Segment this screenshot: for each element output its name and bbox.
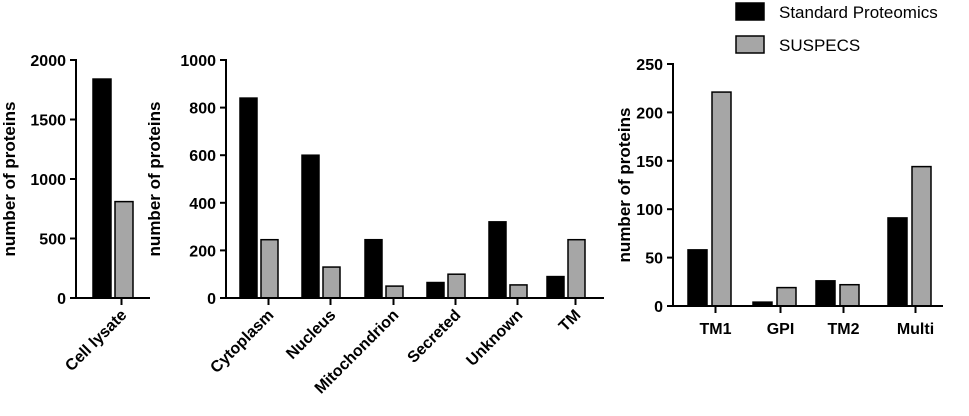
bar-suspecs-tm2 bbox=[839, 283, 860, 307]
y-tick-label: 100 bbox=[636, 202, 663, 219]
y-tick-label: 250 bbox=[636, 57, 663, 74]
y-axis-label: number of proteins bbox=[615, 108, 634, 263]
x-tick-label: TM1 bbox=[700, 321, 732, 338]
bar-standard-proteomics-mitochondrion bbox=[364, 238, 383, 299]
y-tick-label: 800 bbox=[189, 101, 216, 118]
y-tick-label: 1500 bbox=[30, 113, 66, 130]
y-axis-label: number of proteins bbox=[145, 102, 164, 257]
bar-standard-proteomics-tm2 bbox=[815, 280, 836, 307]
chart-panel-3: 0 50 100 150 200 250 TM1 GPI TM2 Multi number of p… bbox=[615, 57, 943, 338]
bar-suspecs-cell-lysate bbox=[114, 200, 134, 299]
legend: Standard Proteomics SUSPECS bbox=[735, 2, 938, 55]
y-tick-label: 200 bbox=[636, 105, 663, 122]
y-tick-label: 0 bbox=[654, 299, 663, 316]
y-tick-label: 150 bbox=[636, 154, 663, 171]
bar-standard-proteomics-cell-lysate bbox=[92, 78, 112, 299]
x-tick-label: TM bbox=[556, 307, 584, 335]
bar-standard-proteomics-multi bbox=[887, 217, 908, 307]
x-tick-label: Nucleus bbox=[283, 307, 339, 363]
bar-suspecs-secreted bbox=[447, 273, 466, 299]
x-tick-label: Multi bbox=[897, 321, 934, 338]
y-tick-label: 1000 bbox=[180, 53, 216, 70]
x-tick-label: Unknown bbox=[463, 307, 526, 370]
y-tick-label: 1000 bbox=[30, 172, 66, 189]
x-tick-label: Cell lysate bbox=[62, 307, 130, 375]
bar-suspecs-gpi bbox=[776, 286, 797, 307]
bar-suspecs-cytoplasm bbox=[260, 238, 279, 299]
bar-suspecs-unknown bbox=[509, 284, 528, 299]
chart-panel-1: 0 500 1000 1500 2000 Cell lysate number of pro… bbox=[0, 53, 150, 375]
legend-label-standard-proteomics: Standard Proteomics bbox=[779, 3, 938, 22]
bar-standard-proteomics-unknown bbox=[488, 221, 507, 299]
bar-standard-proteomics-secreted bbox=[426, 281, 445, 299]
bar-standard-proteomics-nucleus bbox=[301, 154, 320, 299]
bar-standard-proteomics-tm1 bbox=[687, 249, 708, 307]
y-tick-label: 50 bbox=[645, 251, 663, 268]
x-tick-label: Secreted bbox=[405, 307, 465, 367]
y-tick-label: 400 bbox=[189, 196, 216, 213]
bar-standard-proteomics-cytoplasm bbox=[239, 97, 258, 299]
bar-suspecs-tm bbox=[567, 238, 586, 299]
legend-label-suspecs: SUSPECS bbox=[779, 36, 860, 55]
y-tick-label: 0 bbox=[57, 291, 66, 308]
bar-standard-proteomics-tm bbox=[546, 275, 565, 299]
y-tick-label: 2000 bbox=[30, 53, 66, 70]
bar-suspecs-multi bbox=[911, 165, 932, 307]
bar-suspecs-nucleus bbox=[322, 266, 341, 299]
y-tick-label: 600 bbox=[189, 148, 216, 165]
legend-swatch-standard-proteomics bbox=[735, 2, 765, 21]
x-tick-label: TM2 bbox=[828, 321, 860, 338]
y-tick-label: 0 bbox=[207, 291, 216, 308]
bar-suspecs-tm1 bbox=[711, 91, 732, 307]
y-tick-label: 500 bbox=[39, 232, 66, 249]
bar-suspecs-mitochondrion bbox=[385, 285, 404, 299]
x-tick-label: GPI bbox=[767, 321, 795, 338]
x-tick-label: Cytoplasm bbox=[207, 307, 277, 377]
legend-swatch-suspecs bbox=[735, 35, 765, 54]
y-tick-label: 200 bbox=[189, 243, 216, 260]
y-axis-label: number of proteins bbox=[0, 102, 19, 257]
